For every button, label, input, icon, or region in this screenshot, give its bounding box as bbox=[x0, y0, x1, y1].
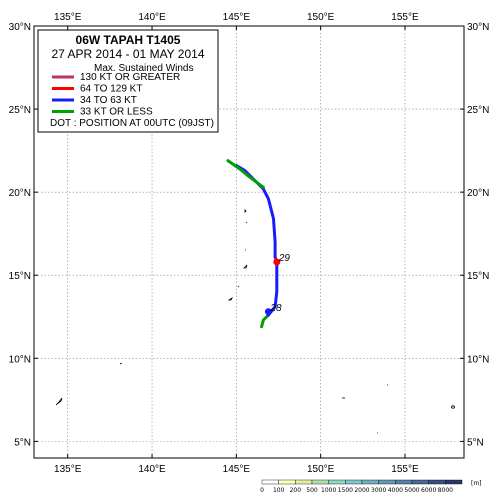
graticule bbox=[34, 26, 464, 458]
lat-tick-label-right: 30°N bbox=[467, 22, 489, 33]
track-day-label: 29 bbox=[278, 253, 291, 264]
island bbox=[244, 209, 247, 213]
colorbar-label: 0 bbox=[260, 487, 264, 494]
colorbar-label: 5000 bbox=[404, 487, 419, 494]
colorbar-swatch bbox=[328, 479, 346, 485]
lon-tick-label-top: 135°E bbox=[54, 12, 82, 23]
elevation-colorbar: 0 100 200 500 1000 1500 2000 3000 4000 5000 6000 80… bbox=[260, 479, 463, 494]
colorbar-swatch bbox=[411, 479, 429, 485]
island bbox=[245, 221, 248, 224]
lat-tick-label-right: 25°N bbox=[467, 105, 489, 116]
colorbar-label: 1000 bbox=[321, 487, 336, 494]
colorbar-label: 1500 bbox=[338, 487, 353, 494]
colorbar-swatch bbox=[378, 479, 396, 485]
colorbar-swatch bbox=[345, 479, 363, 485]
lon-tick-label-top: 140°E bbox=[138, 12, 166, 23]
lat-tick-label-left: 5°N bbox=[14, 437, 31, 448]
track-position-dot bbox=[264, 308, 272, 316]
colorbar-label: 500 bbox=[306, 487, 318, 494]
legend-item-label: 64 TO 129 KT bbox=[80, 84, 142, 95]
colorbar-label: 3000 bbox=[371, 487, 386, 494]
lat-tick-label-right: 5°N bbox=[467, 437, 484, 448]
colorbar-swatch bbox=[278, 479, 296, 485]
colorbar-swatch bbox=[295, 479, 313, 485]
islands bbox=[55, 209, 455, 434]
colorbar-swatch bbox=[311, 479, 329, 485]
island bbox=[237, 285, 240, 288]
lon-tick-label-top: 150°E bbox=[307, 12, 335, 23]
legend-box bbox=[37, 29, 219, 133]
colorbar-swatch bbox=[428, 479, 446, 485]
lon-tick-label-bottom: 155°E bbox=[391, 464, 419, 475]
colorbar-label: 2000 bbox=[354, 487, 369, 494]
axis-ticks: 135°E 135°E 140°E 140°E 145°E 145°E 150°E 150°E… bbox=[9, 12, 490, 475]
lon-tick-label-top: 155°E bbox=[391, 12, 419, 23]
island bbox=[243, 264, 248, 269]
lat-tick-label-right: 20°N bbox=[467, 188, 489, 199]
colorbar-label: 8000 bbox=[438, 487, 453, 494]
track-position-dot bbox=[273, 258, 281, 266]
lat-tick-label-left: 20°N bbox=[9, 188, 31, 199]
legend-title: 06W TAPAH T1405 bbox=[76, 33, 181, 47]
lon-tick-label-bottom: 140°E bbox=[138, 464, 166, 475]
lon-tick-label-bottom: 145°E bbox=[223, 464, 251, 475]
island bbox=[119, 362, 123, 365]
island bbox=[227, 296, 234, 301]
island bbox=[451, 405, 455, 409]
legend-item-label: 34 TO 63 KT bbox=[80, 95, 137, 106]
colorbar-label: 6000 bbox=[421, 487, 436, 494]
colorbar-swatch bbox=[361, 479, 379, 485]
lat-tick-label-left: 30°N bbox=[9, 22, 31, 33]
track-segment bbox=[226, 159, 265, 189]
lat-tick-label-left: 10°N bbox=[9, 354, 31, 365]
lat-tick-label-left: 25°N bbox=[9, 105, 31, 116]
legend-item-label: 130 KT OR GREATER bbox=[80, 72, 180, 83]
colorbar-label: 4000 bbox=[388, 487, 403, 494]
legend-dates: 27 APR 2014 - 01 MAY 2014 bbox=[52, 47, 205, 61]
track-segment bbox=[266, 260, 279, 317]
track-segment bbox=[260, 313, 270, 329]
lat-tick-label-left: 15°N bbox=[9, 271, 31, 282]
legend-dot-note: DOT : POSITION AT 00UTC (09JST) bbox=[50, 118, 214, 129]
storm-track: 29 28 bbox=[226, 159, 291, 329]
lat-tick-label-right: 15°N bbox=[467, 271, 489, 282]
legend-item-label: 33 KT OR LESS bbox=[80, 107, 153, 118]
colorbar-label: 200 bbox=[290, 487, 302, 494]
lon-tick-label-top: 145°E bbox=[223, 12, 251, 23]
colorbar-swatch bbox=[261, 479, 279, 485]
legend-winds-heading: Max. Sustained Winds bbox=[94, 63, 194, 74]
lat-tick-label-right: 10°N bbox=[467, 354, 489, 365]
colorbar-swatch bbox=[395, 479, 413, 485]
track-segment bbox=[234, 164, 277, 259]
colorbar-swatch bbox=[445, 479, 463, 485]
colorbar-label: 100 bbox=[273, 487, 285, 494]
legend: 06W TAPAH T1405 27 APR 2014 - 01 MAY 201… bbox=[37, 29, 219, 133]
colorbar-unit: [m] bbox=[471, 480, 482, 487]
lon-tick-label-bottom: 135°E bbox=[54, 464, 82, 475]
lon-tick-label-bottom: 150°E bbox=[307, 464, 335, 475]
track-day-label: 28 bbox=[269, 303, 282, 314]
island bbox=[55, 397, 63, 406]
